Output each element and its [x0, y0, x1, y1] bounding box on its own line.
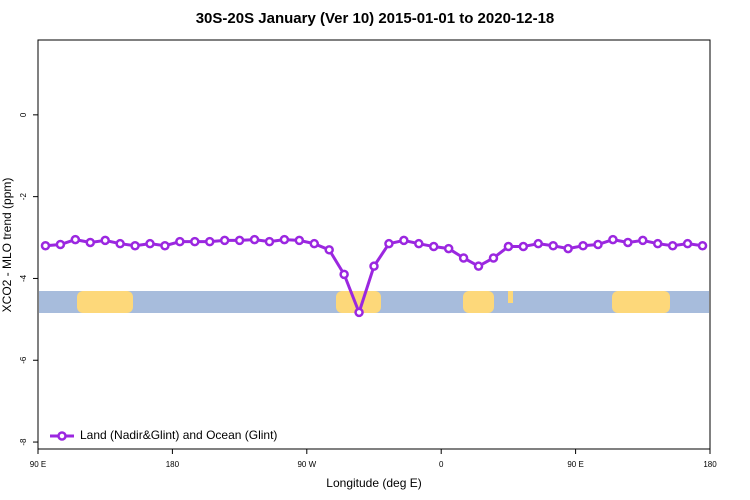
x-tick-label: 180	[703, 460, 717, 469]
data-point	[354, 307, 364, 318]
x-axis-label: Longitude (deg E)	[326, 476, 421, 490]
data-point	[608, 234, 618, 245]
legend-swatch-marker	[57, 431, 67, 441]
y-tick-label: -6	[19, 356, 28, 364]
data-point	[339, 269, 349, 280]
data-point	[578, 240, 588, 251]
land-patch	[508, 291, 513, 303]
data-point	[652, 238, 663, 249]
data-point	[428, 241, 439, 252]
data-point	[85, 237, 96, 248]
data-point	[309, 238, 320, 249]
land-patch	[77, 291, 133, 313]
data-point	[369, 261, 379, 271]
data-point	[204, 236, 215, 247]
data-point	[264, 236, 275, 247]
y-tick-label: -8	[19, 438, 28, 446]
data-point	[249, 234, 260, 245]
data-point	[55, 239, 66, 250]
data-point	[697, 240, 708, 251]
data-point	[175, 236, 185, 247]
data-point	[145, 238, 155, 249]
data-point	[384, 238, 394, 249]
data-point	[503, 241, 514, 252]
legend-label: Land (Nadir&Glint) and Ocean (Glint)	[80, 428, 277, 442]
data-point	[399, 235, 409, 246]
y-tick-label: -2	[19, 193, 28, 201]
data-point	[219, 235, 230, 246]
data-point	[234, 235, 245, 246]
y-tick-label: 0	[19, 112, 28, 117]
data-point	[488, 253, 499, 263]
y-axis-label: XCO2 - MLO trend (ppm)	[0, 178, 14, 313]
chart-title: 30S-20S January (Ver 10) 2015-01-01 to 2…	[196, 10, 555, 27]
x-tick-label: 90 W	[297, 460, 316, 469]
data-point	[458, 253, 469, 263]
x-tick-label: 0	[439, 460, 444, 469]
land-patch	[463, 291, 494, 313]
data-point	[473, 261, 484, 271]
data-point	[682, 238, 693, 249]
data-point	[100, 235, 110, 246]
data-point	[638, 235, 648, 246]
surface-band	[39, 291, 709, 313]
data-point	[443, 243, 454, 254]
data-point	[593, 239, 603, 250]
data-point	[414, 238, 424, 249]
land-patch	[336, 291, 381, 313]
plot-frame	[37, 39, 711, 450]
data-point	[548, 240, 558, 251]
data-point	[115, 238, 125, 249]
data-point	[190, 236, 200, 247]
data-point	[623, 237, 633, 248]
data-point	[130, 240, 140, 251]
land-patch	[612, 291, 670, 313]
data-point	[160, 240, 170, 251]
data-point	[667, 240, 678, 251]
x-tick-label: 180	[166, 460, 180, 469]
data-point	[294, 235, 305, 246]
data-point	[70, 234, 81, 245]
data-point	[533, 238, 544, 249]
data-point	[518, 241, 529, 252]
x-tick-label: 90 E	[567, 460, 583, 469]
x-tick-label: 90 E	[30, 460, 46, 469]
data-point	[324, 245, 334, 255]
data-point	[279, 234, 290, 245]
data-point	[563, 243, 573, 254]
data-point	[40, 240, 51, 251]
y-tick-label: -4	[19, 274, 28, 282]
